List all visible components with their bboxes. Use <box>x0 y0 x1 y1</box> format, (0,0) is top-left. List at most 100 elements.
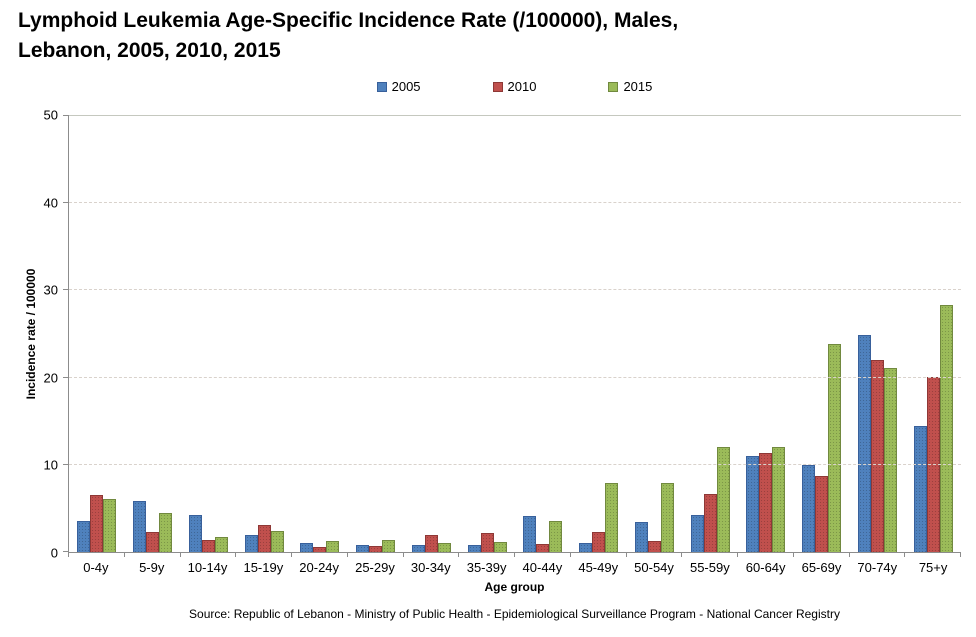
gridline-20 <box>69 376 961 378</box>
bar-2010-35-39y <box>480 532 494 552</box>
x-axis-tick <box>848 552 850 557</box>
y-tick-label: 10 <box>43 457 58 473</box>
bar-group-70-74y <box>850 116 906 552</box>
legend-swatch-icon <box>492 81 503 92</box>
bar-2005-65-69y <box>802 464 816 552</box>
x-axis-tick <box>737 552 738 557</box>
x-axis-tick <box>681 552 683 557</box>
bar-2005-45-49y <box>579 543 593 552</box>
bar-2005-75+y <box>913 425 927 552</box>
bar-2015-30-34y <box>437 543 451 552</box>
bar-2015-60-64y <box>772 447 786 552</box>
x-axis-tick <box>123 552 125 557</box>
x-tick-label: 20-24y <box>299 560 340 575</box>
y-tick-label: 20 <box>43 370 58 386</box>
x-axis-tick <box>458 552 460 557</box>
y-axis-labels: 0 10 20 30 40 50 <box>20 108 58 561</box>
bar-2010-5-9y <box>146 531 160 552</box>
x-tick-label: 65-69y <box>801 560 842 575</box>
y-axis-tick <box>63 202 69 204</box>
x-axis-tick <box>904 552 906 557</box>
x-axis-tick <box>569 552 571 557</box>
x-axis-tick <box>346 552 348 557</box>
x-tick-label: 30-34y <box>410 560 451 575</box>
gridline-30 <box>69 289 961 291</box>
legend: 2005 2010 2015 <box>68 79 961 94</box>
bar-2010-10-14y <box>201 539 215 552</box>
legend-item-2005: 2005 <box>376 79 421 94</box>
plot-area <box>63 115 961 557</box>
y-axis-tick <box>63 463 69 465</box>
x-axis-title: Age group <box>484 580 545 594</box>
x-tick-label: 55-59y <box>689 560 730 575</box>
bar-2015-45-49y <box>605 483 619 552</box>
legend-item-2010: 2010 <box>492 79 536 94</box>
bar-group-20-24y <box>292 116 348 552</box>
bar-2010-20-24y <box>313 546 327 552</box>
legend-label: 2005 <box>391 79 421 94</box>
bar-2010-55-59y <box>703 493 717 552</box>
legend-swatch-icon <box>376 81 387 92</box>
bar-2005-25-29y <box>356 545 370 552</box>
bar-2005-55-59y <box>690 514 704 552</box>
bar-2010-30-34y <box>424 534 438 552</box>
bar-2015-55-59y <box>716 446 730 552</box>
bar-2005-10-14y <box>188 515 202 552</box>
bar-group-55-59y <box>682 116 738 552</box>
bar-group-60-64y <box>738 116 794 552</box>
bar-group-35-39y <box>459 116 515 552</box>
bar-2005-0-4y <box>77 520 91 552</box>
bar-2010-15-19y <box>257 524 271 552</box>
bar-group-40-44y <box>515 116 571 552</box>
bar-2005-60-64y <box>746 456 760 552</box>
bar-2010-70-74y <box>870 360 884 552</box>
x-tick-label: 50-54y <box>634 560 674 575</box>
bar-2010-60-64y <box>759 452 773 552</box>
bar-group-65-69y <box>794 116 850 552</box>
bar-2015-15-19y <box>270 531 284 552</box>
chart-title-line1: Lymphoid Leukemia Age-Specific Incidence… <box>18 9 679 32</box>
bar-group-45-49y <box>571 116 627 552</box>
y-tick-label: 50 <box>43 107 58 123</box>
y-axis-tick <box>63 551 69 552</box>
x-axis-tick <box>960 552 961 557</box>
gridline-10 <box>69 463 961 465</box>
x-axis-tick <box>514 552 515 557</box>
x-axis-tick <box>291 552 292 557</box>
x-axis-tick <box>402 552 404 557</box>
bar-2005-5-9y <box>133 501 147 552</box>
x-tick-label: 75+y <box>918 560 948 575</box>
x-axis-tick <box>235 552 237 557</box>
bar-2005-40-44y <box>523 516 537 552</box>
bar-2015-40-44y <box>549 521 563 552</box>
bar-group-5-9y <box>125 116 181 552</box>
x-tick-label: 15-19y <box>243 560 284 575</box>
x-axis-labels: 0-4y 5-9y 10-14y 15-19y 20-24y 25-29y 30-34y 35… <box>68 560 961 575</box>
y-axis-tick <box>63 115 69 116</box>
bar-2015-25-29y <box>382 539 396 552</box>
legend-label: 2015 <box>623 79 653 94</box>
bar-2005-50-54y <box>634 522 648 552</box>
x-axis-tick <box>68 552 69 557</box>
x-axis-tick <box>792 552 794 557</box>
bar-2015-75+y <box>939 305 953 552</box>
x-tick-label: 35-39y <box>466 560 507 575</box>
bar-2010-45-49y <box>592 531 606 552</box>
bars-container <box>69 116 961 552</box>
chart-title: Lymphoid Leukemia Age-Specific Incidence… <box>18 6 678 66</box>
bar-2015-0-4y <box>103 498 117 552</box>
bar-group-50-54y <box>627 116 683 552</box>
y-axis-tick <box>63 376 69 378</box>
x-axis-tick <box>625 552 627 557</box>
y-tick-label: 30 <box>43 282 58 298</box>
bar-2005-35-39y <box>467 545 481 552</box>
x-tick-label: 10-14y <box>187 560 228 575</box>
bar-2015-20-24y <box>326 540 340 552</box>
x-tick-label: 60-64y <box>745 560 786 575</box>
chart-title-line2: Lebanon, 2005, 2010, 2015 <box>18 39 281 62</box>
bar-2010-65-69y <box>815 476 829 552</box>
bar-group-0-4y <box>69 116 125 552</box>
bar-2015-10-14y <box>214 537 228 552</box>
y-axis-tick <box>63 289 69 291</box>
bar-group-25-29y <box>348 116 404 552</box>
